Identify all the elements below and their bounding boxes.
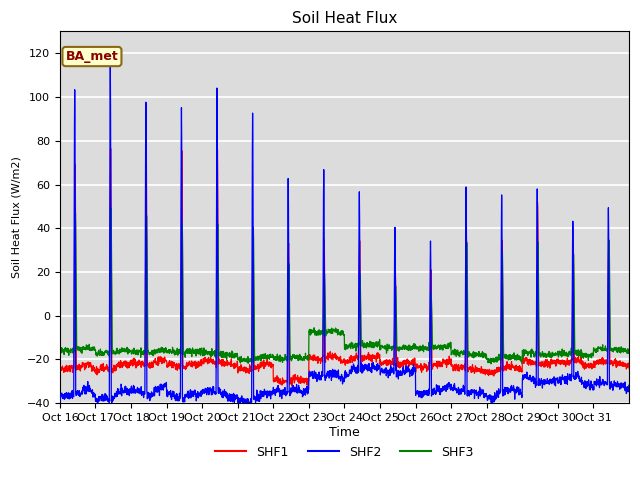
SHF1 [380, 360, 387, 366]
SHF1 [625, 365, 633, 371]
Y-axis label: Soil Heat Flux (W/m2): Soil Heat Flux (W/m2) [11, 156, 21, 278]
Line: SHF1: SHF1 [60, 148, 629, 385]
Line: SHF3: SHF3 [60, 208, 629, 364]
X-axis label: Time: Time [329, 426, 360, 439]
SHF3 [548, 349, 556, 355]
SHF2 [106, 63, 114, 69]
SHF2 [248, 403, 255, 409]
Title: Soil Heat Flux: Soil Heat Flux [292, 11, 397, 26]
SHF1 [548, 358, 556, 364]
SHF2 [113, 392, 121, 398]
SHF3 [487, 361, 495, 367]
SHF1 [56, 368, 64, 373]
SHF1 [213, 145, 221, 151]
SHF2 [380, 367, 387, 373]
SHF3 [379, 345, 387, 351]
SHF1 [113, 364, 120, 370]
Legend: SHF1, SHF2, SHF3: SHF1, SHF2, SHF3 [210, 441, 479, 464]
Line: SHF2: SHF2 [60, 66, 629, 406]
Text: BA_met: BA_met [65, 50, 118, 63]
SHF2 [516, 391, 524, 397]
SHF3 [625, 350, 633, 356]
SHF1 [618, 363, 625, 369]
SHF2 [618, 385, 625, 391]
SHF1 [516, 369, 524, 374]
SHF3 [618, 344, 625, 349]
SHF2 [625, 383, 633, 388]
SHF2 [56, 390, 64, 396]
SHF3 [236, 356, 244, 362]
SHF3 [113, 345, 121, 351]
SHF2 [548, 379, 556, 384]
SHF3 [56, 348, 64, 354]
SHF3 [107, 205, 115, 211]
SHF1 [236, 367, 244, 372]
SHF1 [305, 383, 312, 388]
SHF3 [516, 356, 524, 361]
SHF2 [236, 399, 244, 405]
